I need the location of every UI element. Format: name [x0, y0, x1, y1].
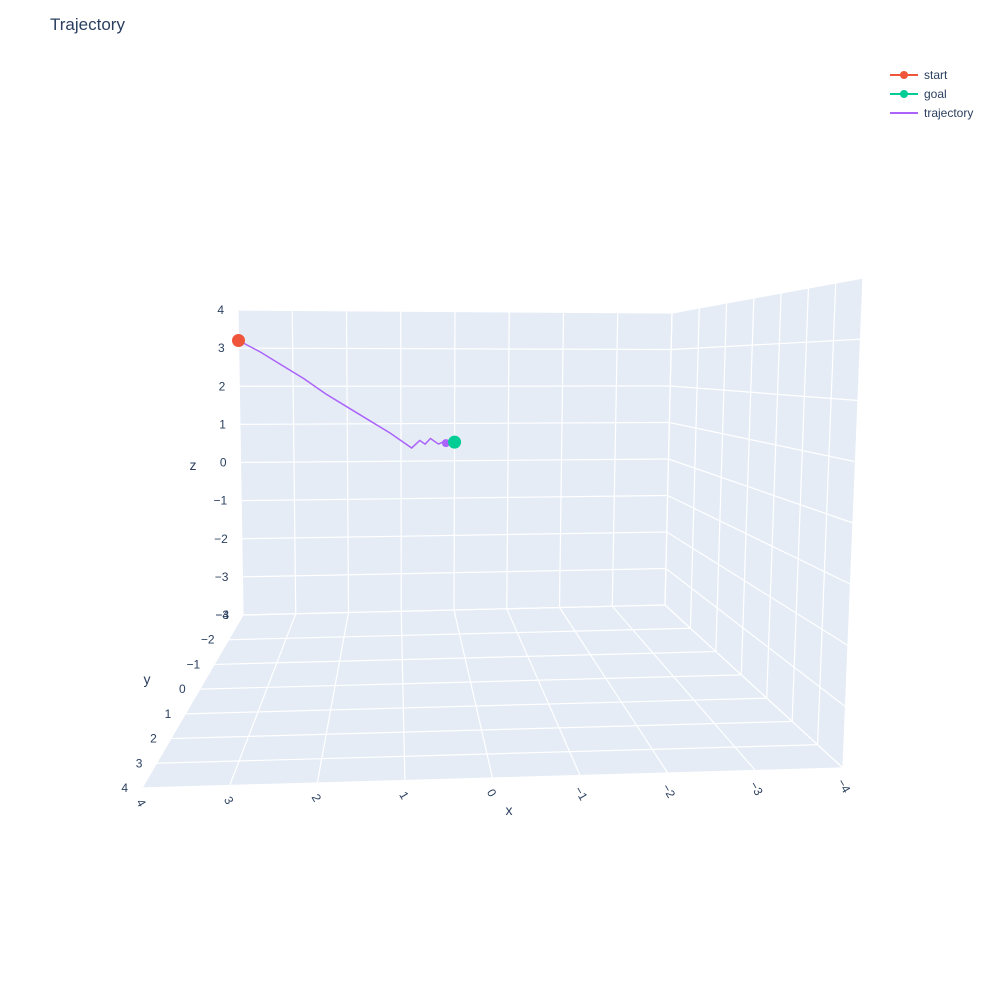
y-gridline-floor: [214, 650, 716, 666]
y-tick-label: 1: [165, 707, 172, 721]
z-tick-label: 1: [219, 417, 226, 431]
y-tick-label: 4: [121, 781, 128, 795]
series-trajectory-line: [238, 339, 453, 449]
x-tick-label: −2: [659, 782, 678, 801]
x-tick-label: 4: [133, 797, 149, 810]
floor-plane: [142, 605, 843, 788]
z-tick-label: 4: [217, 303, 224, 317]
z-tick-label: 2: [219, 379, 226, 393]
y-gridline-side: [689, 307, 700, 629]
legend-item-goal[interactable]: goal: [890, 87, 947, 101]
y-axis-title: y: [144, 671, 151, 687]
y-gridline-floor: [141, 767, 844, 789]
y-tick-label: 2: [150, 732, 157, 746]
x-gridline-floor: [558, 607, 669, 774]
legend[interactable]: start goal trajectory: [890, 68, 973, 120]
x-tick-label: −4: [834, 777, 853, 796]
x-gridline-back: [345, 310, 350, 613]
side-wall: [665, 278, 863, 768]
y-gridline-floor: [242, 604, 666, 616]
x-tick-label: 3: [221, 794, 237, 807]
z-gridline-side: [671, 277, 864, 314]
y-tick-label: −1: [186, 657, 200, 671]
gridlines: [141, 277, 864, 789]
y-tick-label: 3: [136, 756, 143, 770]
y-gridline-floor: [156, 744, 818, 764]
z-gridline-side: [671, 338, 861, 351]
z-axis-title: z: [190, 457, 197, 473]
x-gridline-back: [291, 310, 297, 614]
z-tick-label: −2: [214, 532, 228, 546]
series-goal-marker: [448, 435, 462, 449]
x-tick-label: −3: [747, 779, 766, 798]
x-axis-title: x: [506, 802, 513, 818]
legend-item-trajectory[interactable]: trajectory: [890, 106, 973, 120]
x-gridline-floor: [664, 604, 844, 769]
y-gridline-side: [842, 277, 864, 769]
legend-swatch-marker: [900, 71, 908, 79]
legend-label: trajectory: [924, 106, 973, 120]
x-tick-label: −1: [572, 784, 591, 803]
y-gridline-floor: [170, 720, 793, 740]
series-trajectory-endpoint: [441, 439, 450, 448]
series-layer: [232, 334, 462, 449]
y-tick-label: −2: [201, 633, 215, 647]
z-gridline-side: [668, 458, 854, 524]
chart-title: Trajectory: [50, 15, 125, 34]
x-tick-label: 0: [484, 787, 500, 800]
x-tick-label: 2: [309, 792, 325, 805]
z-tick-label: −4: [215, 608, 229, 622]
y-gridline-side: [715, 302, 728, 652]
z-tick-label: 0: [220, 456, 227, 470]
x-gridline-floor: [611, 605, 756, 771]
x-gridline-back: [611, 312, 619, 607]
z-gridline-side: [667, 494, 851, 585]
y-tick-label: −3: [215, 608, 229, 622]
x-gridline-floor: [506, 608, 581, 776]
z-gridline-side: [665, 568, 846, 708]
z-gridline-side: [669, 421, 856, 463]
x-gridline-floor: [453, 609, 494, 779]
y-tick-label: 0: [179, 682, 186, 696]
y-gridline-side: [791, 287, 810, 722]
z-tick-label: −3: [215, 570, 229, 584]
x-tick-label: 1: [396, 789, 412, 802]
x-gridline-floor: [316, 612, 350, 784]
x-gridline-floor: [229, 613, 297, 786]
x-gridline-floor: [400, 611, 406, 781]
legend-swatch-marker: [900, 90, 908, 98]
x-gridline-back: [400, 311, 402, 612]
y-gridline-side: [816, 282, 837, 745]
legend-label: goal: [924, 87, 947, 101]
legend-item-start[interactable]: start: [890, 68, 948, 82]
z-tick-label: −1: [213, 494, 227, 508]
y-gridline-floor: [199, 674, 742, 690]
y-gridline-side: [740, 297, 755, 675]
x-gridline-back: [237, 309, 244, 616]
z-gridline-side: [666, 531, 849, 647]
y-gridline-floor: [228, 627, 691, 641]
x-gridline-floor: [141, 614, 244, 789]
x-gridline-back: [558, 312, 565, 608]
z-tick-label: 3: [218, 341, 225, 355]
x-gridline-back: [453, 311, 456, 611]
y-gridline-floor: [185, 697, 767, 715]
x-gridline-back: [506, 311, 510, 609]
y-gridline-side: [664, 312, 673, 606]
series-start-marker: [232, 334, 245, 347]
legend-label: start: [924, 68, 948, 82]
y-gridline-side: [766, 292, 782, 699]
z-gridline-side: [670, 385, 859, 402]
